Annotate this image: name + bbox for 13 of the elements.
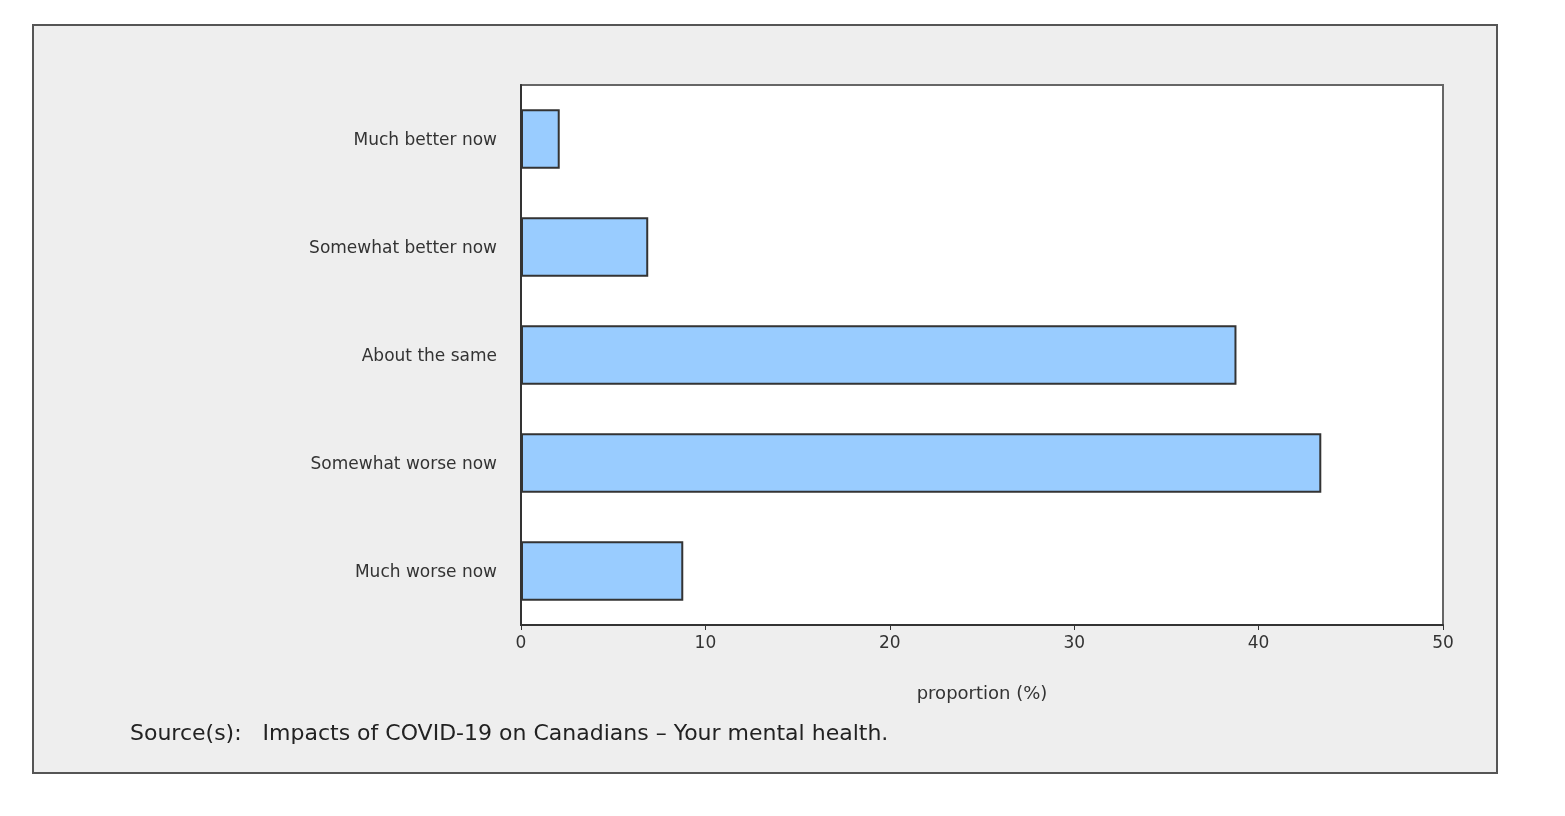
y-tick-label: Somewhat better now <box>309 237 498 257</box>
x-tick-label: 10 <box>694 631 717 652</box>
y-tick-label: Somewhat worse now <box>310 453 498 473</box>
x-tick-label: 20 <box>878 631 901 652</box>
x-axis-title: proportion (%) <box>916 681 1048 703</box>
x-tick-label: 40 <box>1247 631 1270 652</box>
x-tick-label: 50 <box>1432 631 1454 652</box>
y-tick-label: Much worse now <box>354 561 498 581</box>
x-tick-label: 0 <box>515 631 527 652</box>
source-note: Source(s): Impacts of COVID-19 on Canadians – Your mental health. <box>130 719 889 745</box>
y-tick-label: Much better now <box>353 129 498 149</box>
x-tick-label: 30 <box>1063 631 1086 652</box>
y-tick-label: About the same <box>361 345 497 365</box>
